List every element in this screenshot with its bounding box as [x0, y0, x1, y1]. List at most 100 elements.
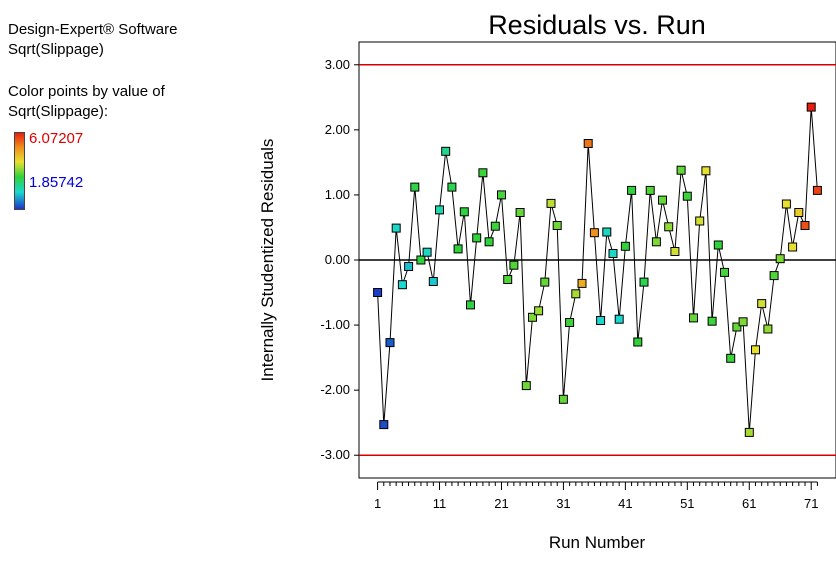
data-point	[707, 316, 717, 326]
x-tick-label: 41	[618, 496, 632, 511]
x-tick-label: 21	[494, 496, 508, 511]
legend-min-value: 1.85742	[29, 174, 84, 191]
data-point	[558, 394, 568, 404]
data-point	[812, 185, 822, 195]
data-point	[497, 190, 506, 200]
data-point	[565, 318, 575, 327]
data-point	[738, 317, 748, 327]
data-point	[422, 247, 432, 257]
data-point	[385, 338, 395, 348]
data-point	[651, 237, 661, 247]
response-name: Sqrt(Slippage)	[8, 41, 104, 58]
data-point	[435, 205, 444, 215]
color-legend: 6.07207 1.85742	[14, 130, 214, 210]
data-point	[484, 237, 494, 247]
data-point	[509, 260, 519, 270]
data-point	[404, 262, 414, 271]
data-point	[441, 146, 451, 156]
data-point	[689, 313, 698, 323]
data-point	[515, 208, 525, 217]
data-point	[602, 227, 612, 237]
legend-max-value: 6.07207	[29, 130, 84, 147]
data-point	[583, 139, 593, 148]
data-point	[658, 195, 667, 205]
data-point	[639, 277, 649, 287]
data-point	[428, 277, 438, 286]
data-point	[447, 182, 457, 192]
data-point	[627, 185, 637, 195]
data-point	[806, 102, 816, 112]
data-point	[682, 191, 692, 201]
data-point	[713, 240, 723, 250]
y-tick-label: -1.00	[320, 317, 350, 332]
data-point	[726, 353, 736, 363]
data-point	[503, 275, 513, 284]
data-point	[701, 166, 711, 176]
y-tick-label: 0.00	[325, 252, 350, 267]
color-gradient-bar	[14, 132, 25, 210]
data-point	[794, 208, 804, 217]
data-point	[571, 289, 581, 299]
y-tick-label: 2.00	[325, 122, 350, 137]
x-tick-label: 61	[742, 496, 756, 511]
data-point	[781, 199, 791, 209]
data-point	[633, 337, 643, 347]
x-tick-label: 51	[680, 496, 694, 511]
data-point	[540, 277, 550, 287]
data-point	[410, 182, 420, 192]
y-tick-label: -3.00	[320, 447, 350, 462]
x-tick-label: 31	[556, 496, 570, 511]
data-point	[472, 233, 482, 243]
data-point	[757, 299, 767, 309]
data-point	[670, 247, 680, 256]
y-tick-label: 1.00	[325, 187, 350, 202]
data-point	[416, 255, 426, 265]
data-point	[769, 271, 779, 281]
data-point	[596, 316, 606, 325]
series-line	[377, 107, 818, 433]
data-point	[744, 427, 754, 437]
data-point	[577, 278, 587, 288]
x-tick-label: 1	[374, 496, 381, 511]
data-point	[379, 420, 389, 430]
data-point	[466, 300, 475, 310]
data-point	[614, 314, 624, 324]
chart-title: Residuals vs. Run	[488, 10, 706, 40]
y-tick-label: 3.00	[325, 57, 350, 72]
data-point	[459, 207, 469, 217]
data-point	[732, 322, 742, 332]
data-point	[645, 185, 655, 195]
data-point	[676, 165, 686, 175]
data-point	[620, 241, 630, 251]
color-caption-line2: Sqrt(Slippage):	[8, 103, 109, 120]
data-point	[528, 312, 537, 322]
data-point	[552, 221, 562, 230]
data-point	[720, 267, 729, 277]
data-point	[788, 242, 798, 252]
side-info: Design-Expert® Software Sqrt(Slippage) C…	[8, 20, 177, 122]
data-point	[391, 223, 401, 233]
data-point	[608, 249, 618, 258]
x-axis-title: Run Number	[549, 533, 646, 552]
data-point	[775, 254, 785, 264]
data-point	[800, 221, 810, 230]
data-point	[397, 280, 407, 290]
data-point	[751, 345, 760, 355]
data-point	[373, 288, 383, 297]
data-point	[478, 168, 488, 178]
data-point	[589, 228, 599, 238]
software-name: Design-Expert® Software	[8, 21, 178, 38]
data-point	[453, 244, 463, 254]
x-tick-label: 11	[433, 496, 447, 511]
x-tick-label: 71	[804, 496, 818, 511]
data-point	[695, 216, 705, 226]
data-point	[490, 221, 500, 231]
color-caption-line1: Color points by value of	[8, 83, 165, 100]
y-axis-title: Internally Studentized Residuals	[258, 139, 277, 382]
data-point	[763, 324, 773, 334]
data-point	[534, 306, 544, 316]
data-point	[546, 198, 556, 208]
y-tick-label: -2.00	[320, 382, 350, 397]
data-point	[521, 381, 531, 391]
